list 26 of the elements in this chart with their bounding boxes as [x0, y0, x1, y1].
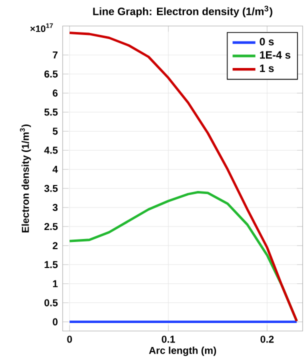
y-tick-label: 7: [52, 52, 58, 58]
y-axis-title: Electron density (1/m$^{3}$): [20, 124, 31, 232]
legend-label: 1 s: [260, 64, 274, 72]
y-tick-label: 4.5: [44, 146, 58, 154]
y-tick-label: 1: [53, 280, 58, 288]
x-axis-title: Arc length (m): [149, 346, 216, 356]
y-tick-label: 0.5: [44, 299, 58, 306]
y-tick-label: 3: [52, 204, 58, 212]
y-tick-label: 6.5: [44, 70, 58, 78]
y-tick-label: 0: [52, 318, 58, 326]
y-tick-label: 4: [52, 166, 58, 173]
y-tick-label: 3.5: [44, 184, 58, 192]
text: ×10$^{17}$: [30, 23, 53, 32]
chart-title: Line Graph: Electron density (1/m$^{3}$): [93, 6, 272, 18]
legend-label: 0 s: [260, 38, 274, 46]
x-tick-label: 0: [67, 336, 72, 343]
x-tick-label: 0.2: [260, 336, 274, 343]
x-tick-label: 0.1: [162, 336, 176, 343]
y-tick-label: 5: [52, 128, 58, 135]
y-tick-label: 2.5: [44, 222, 58, 230]
y-tick-label: 6: [52, 90, 58, 97]
y-tick-label: 2: [52, 242, 58, 250]
y-tick-label: 5.5: [44, 108, 58, 116]
y-tick-label: 1.5: [44, 261, 58, 268]
line-series: [68, 32, 298, 322]
legend-label: 1E-4 s: [260, 51, 290, 59]
